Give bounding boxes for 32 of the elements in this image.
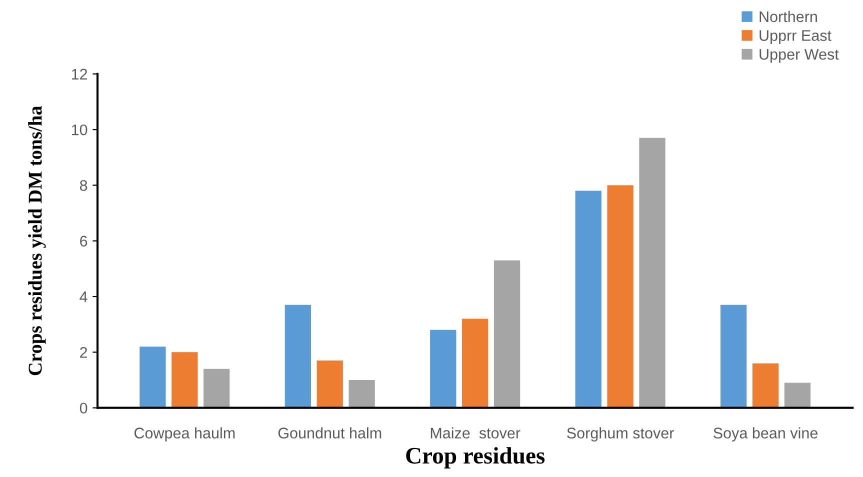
bar <box>204 368 230 408</box>
y-tick-label: 10 <box>72 124 88 136</box>
y-axis-title: Crops residues yield DM tons/ha <box>28 106 46 376</box>
y-tick-label: 8 <box>80 180 88 191</box>
bar <box>639 138 666 408</box>
legend-label: Upprr East <box>760 30 832 44</box>
bar <box>348 380 375 408</box>
bar <box>784 382 811 408</box>
bar <box>752 363 779 408</box>
legend-label: Northern <box>760 10 817 22</box>
x-axis-title: Crop residues <box>406 447 545 468</box>
x-tick-label: Goundnut halm <box>278 427 382 438</box>
x-tick-label: Sorghum stover <box>567 427 674 442</box>
x-tick-label: Soya bean vine <box>714 427 818 442</box>
bar <box>494 260 520 408</box>
y-tick-label: 4 <box>80 292 88 302</box>
y-tick-label: 0 <box>80 402 88 414</box>
bar <box>720 304 747 408</box>
bar <box>430 330 456 408</box>
x-tick-label: Cowpea haulm <box>134 427 235 442</box>
y-tick-label: 2 <box>80 347 88 358</box>
bar <box>607 185 634 408</box>
x-tick-label: Maize stover <box>430 427 520 438</box>
y-tick-label: 12 <box>72 68 88 80</box>
bar <box>316 360 343 408</box>
y-tick-label: 6 <box>80 236 88 247</box>
bar <box>284 304 311 408</box>
bar <box>462 318 488 408</box>
bar <box>172 352 198 408</box>
bar <box>140 346 166 408</box>
bar <box>575 190 602 408</box>
legend-label: Upper West <box>760 49 839 63</box>
